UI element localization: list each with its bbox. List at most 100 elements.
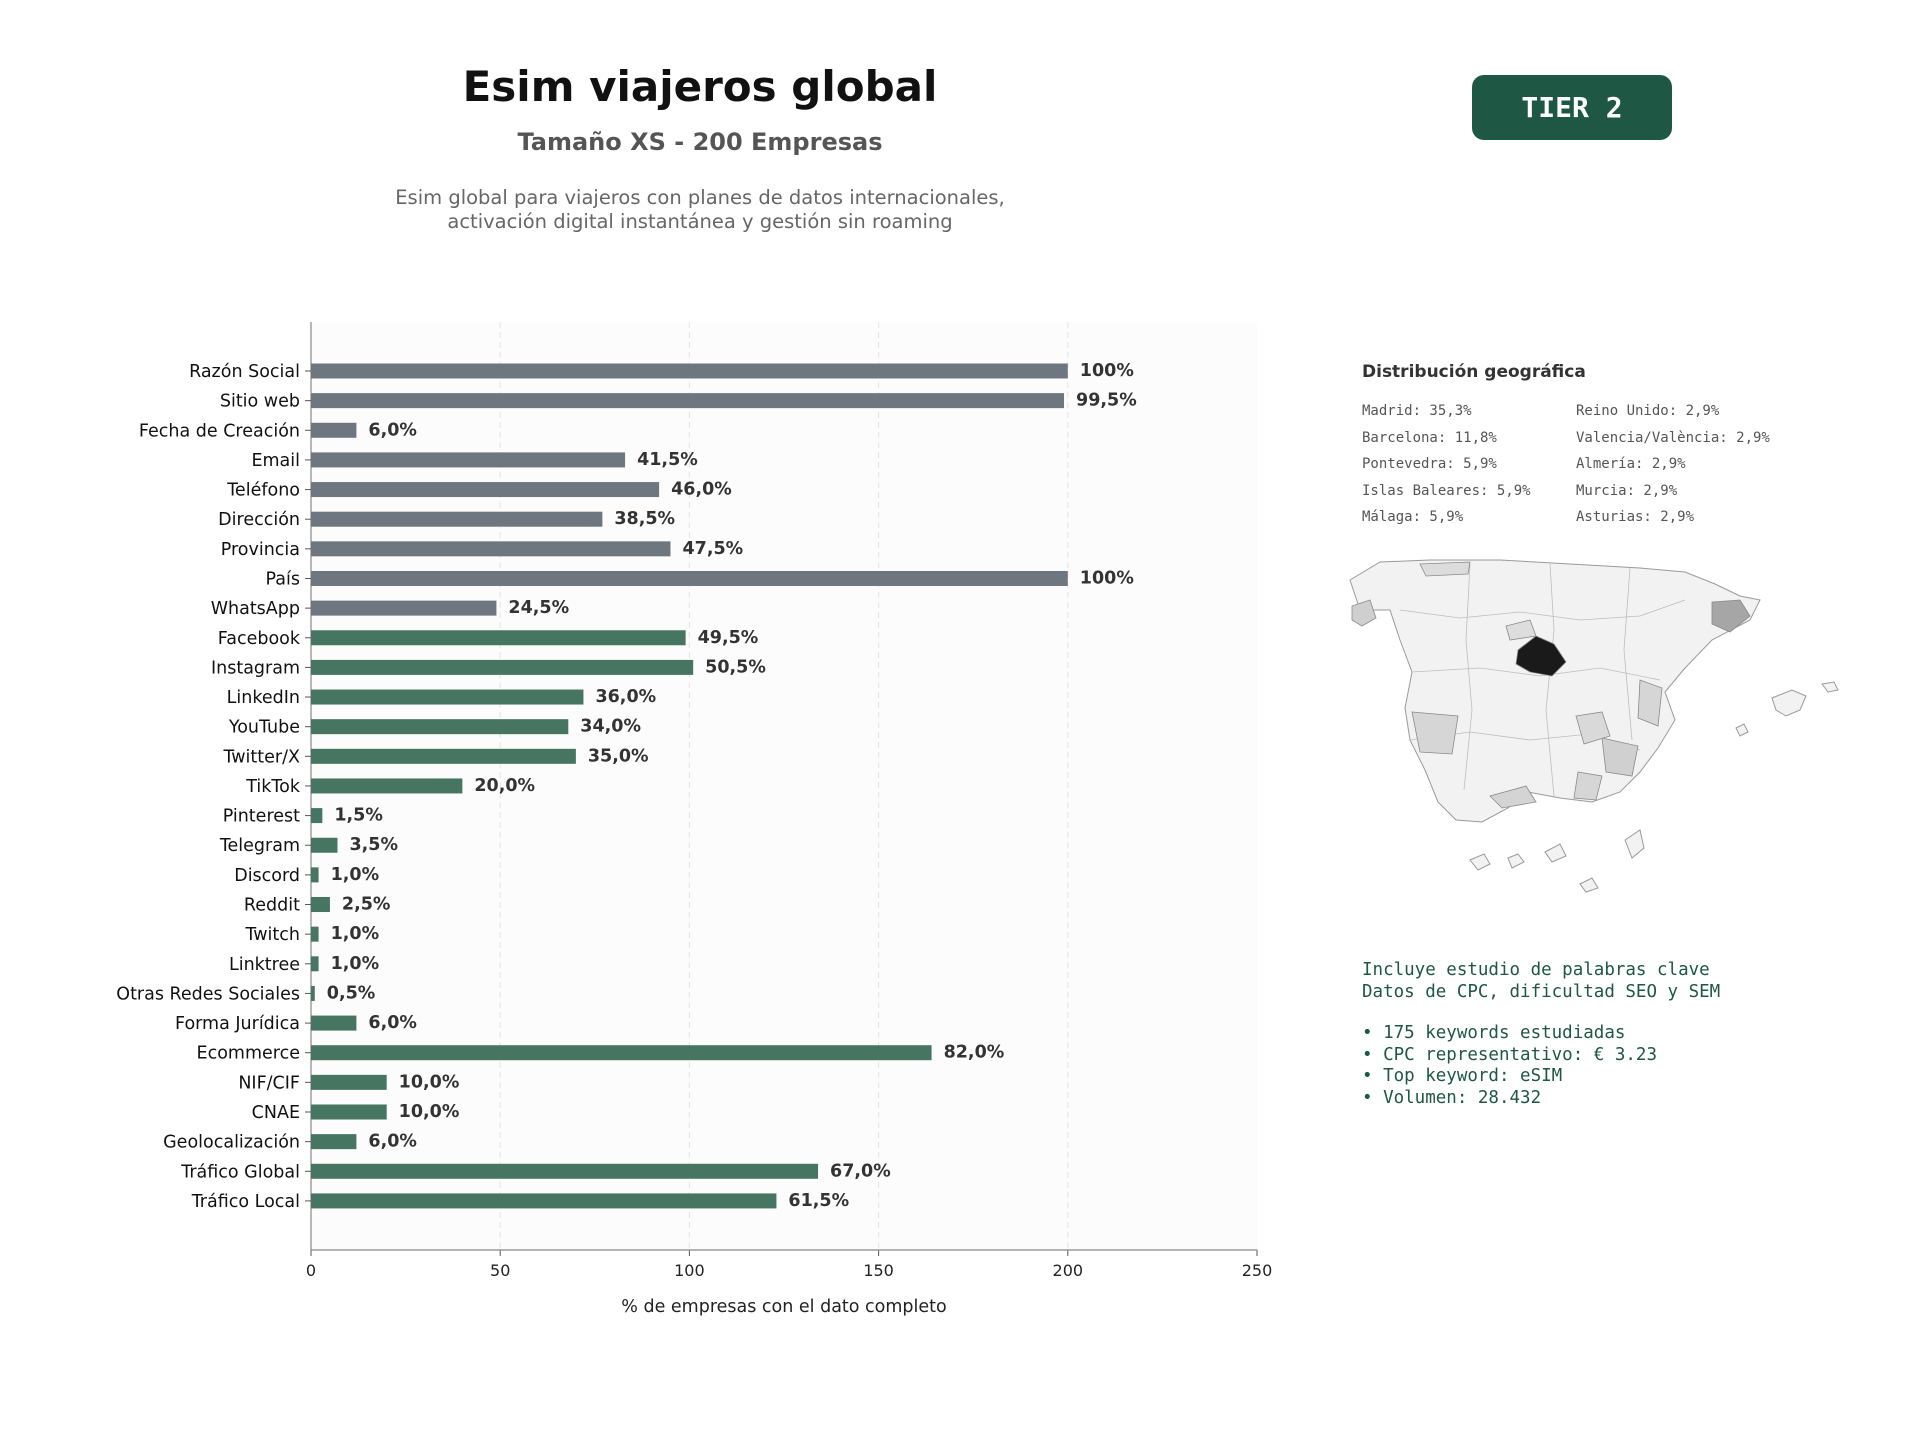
category-label: LinkedIn	[227, 688, 300, 708]
category-label: Facebook	[218, 629, 301, 649]
x-tick-label: 200	[1053, 1261, 1084, 1280]
bar	[311, 897, 330, 913]
data-label: 46,0%	[671, 480, 732, 500]
geo-item: Asturias: 2,9%	[1576, 509, 1695, 525]
category-label: Pinterest	[223, 807, 300, 827]
category-label: Dirección	[218, 510, 300, 530]
data-label: 47,5%	[682, 539, 743, 559]
category-label: Tráfico Local	[191, 1192, 300, 1212]
category-label: Reddit	[244, 896, 300, 916]
category-label: Geolocalización	[163, 1133, 300, 1153]
geo-item: Islas Baleares: 5,9%	[1362, 482, 1531, 499]
bar	[311, 363, 1068, 379]
geo-title: Distribución geográfica	[1362, 362, 1586, 382]
x-tick-label: 50	[490, 1261, 510, 1280]
bar	[311, 1074, 387, 1090]
category-label: Forma Jurídica	[175, 1014, 300, 1034]
bar	[311, 689, 584, 705]
bar	[311, 808, 323, 824]
category-label: Provincia	[221, 540, 300, 560]
bar	[311, 393, 1065, 409]
geo-item: Almería: 2,9%	[1576, 456, 1686, 472]
bar	[311, 748, 576, 764]
description-line-2: activación digital instantánea y gestión…	[447, 210, 953, 233]
map-region-barcelona	[1711, 599, 1751, 633]
x-tick-label: 0	[306, 1261, 316, 1280]
geo-item: Reino Unido: 2,9%	[1576, 403, 1720, 419]
bar	[311, 926, 319, 942]
map-region-asturias	[1419, 561, 1471, 577]
bar	[311, 422, 357, 438]
map-region-borders	[1399, 563, 1686, 797]
map-canary-4	[1579, 877, 1599, 893]
data-label: 41,5%	[637, 450, 698, 470]
category-label: Twitter/X	[222, 747, 300, 767]
category-label: YouTube	[228, 718, 300, 738]
category-label: País	[266, 569, 300, 589]
category-label: Tráfico Global	[180, 1162, 300, 1182]
data-label: 20,0%	[474, 776, 535, 796]
category-label: Sitio web	[220, 392, 300, 412]
map-canary-1	[1469, 853, 1491, 871]
category-label: Email	[251, 451, 300, 471]
category-label: Instagram	[211, 658, 300, 678]
bar	[311, 570, 1068, 586]
spain-map	[1349, 559, 1839, 893]
bar	[311, 985, 315, 1001]
data-label: 35,0%	[588, 746, 649, 766]
bar	[311, 1134, 357, 1150]
keyword-bullet: • 175 keywords estudiadas	[1362, 1023, 1626, 1043]
page-subtitle: Tamaño XS - 200 Empresas	[517, 128, 883, 156]
bar	[311, 1163, 819, 1179]
data-label: 67,0%	[830, 1161, 891, 1181]
data-label: 50,5%	[705, 657, 766, 677]
keywords-panel: Incluye estudio de palabras clave Datos …	[1362, 960, 1720, 1109]
data-label: 6,0%	[368, 1132, 417, 1152]
bar	[311, 778, 463, 794]
data-label: 6,0%	[368, 1013, 417, 1033]
bar-chart: 0 50 100 150 200 250 Razón Social 100% Sitio web…	[116, 322, 1272, 1317]
map-region-almeria	[1573, 771, 1603, 801]
category-label: Discord	[234, 866, 300, 886]
bar	[311, 1104, 387, 1120]
bar	[311, 630, 686, 646]
category-label: NIF/CIF	[238, 1073, 300, 1093]
x-tick-label: 150	[863, 1261, 894, 1280]
category-label: CNAE	[252, 1103, 300, 1123]
map-region-pontevedra	[1351, 599, 1377, 627]
geo-item: Murcia: 2,9%	[1576, 482, 1678, 499]
bar	[311, 659, 694, 675]
geo-item: Valencia/València: 2,9%	[1576, 429, 1770, 446]
geo-list-right: Reino Unido: 2,9% Valencia/València: 2,9…	[1576, 398, 1770, 531]
category-label: Twitch	[244, 925, 300, 945]
bar	[311, 600, 497, 616]
map-region-center	[1575, 711, 1611, 745]
geo-list-left: Madrid: 35,3% Barcelona: 11,8% Pontevedr…	[1362, 398, 1531, 531]
data-label: 3,5%	[349, 835, 398, 855]
geo-item: Pontevedra: 5,9%	[1362, 456, 1497, 472]
data-label: 6,0%	[368, 420, 417, 440]
category-label: Teléfono	[226, 481, 300, 501]
tier-badge: TIER 2	[1472, 75, 1672, 140]
category-label: Razón Social	[189, 362, 300, 382]
geo-item: Madrid: 35,3%	[1362, 403, 1472, 419]
data-label: 36,0%	[595, 687, 656, 707]
description-line-1: Esim global para viajeros con planes de …	[395, 186, 1005, 209]
bar	[311, 719, 569, 735]
keywords-line-2: Datos de CPC, dificultad SEO y SEM	[1362, 981, 1721, 1002]
category-label: WhatsApp	[211, 599, 300, 619]
x-tick-label: 100	[674, 1261, 705, 1280]
data-label: 10,0%	[399, 1102, 460, 1122]
bar	[311, 511, 603, 527]
geo-item: Málaga: 5,9%	[1362, 509, 1464, 525]
bar	[311, 482, 660, 498]
bar	[311, 541, 671, 557]
category-label: Fecha de Creación	[139, 421, 300, 441]
map-region-valencia	[1637, 679, 1663, 727]
data-label: 99,5%	[1076, 391, 1137, 411]
bar	[311, 1193, 777, 1209]
data-label: 2,5%	[342, 895, 391, 915]
map-canary-2	[1507, 853, 1525, 869]
geo-item: Barcelona: 11,8%	[1362, 429, 1497, 446]
data-label: 1,5%	[334, 806, 383, 826]
